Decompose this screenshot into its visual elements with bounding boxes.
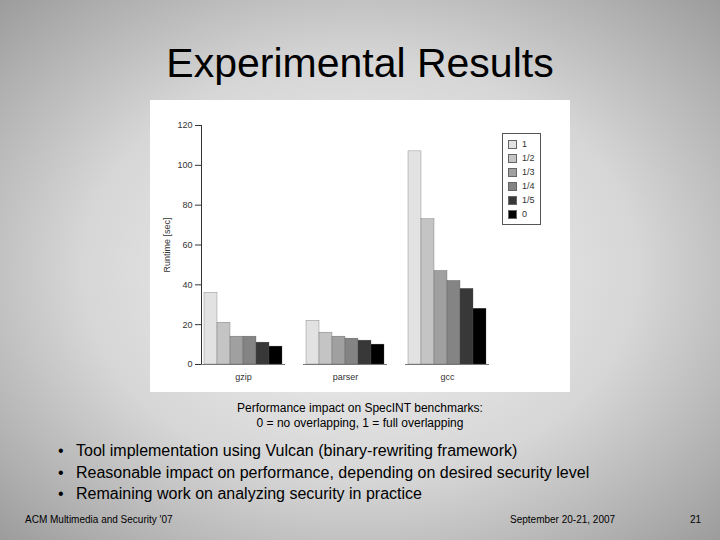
html-text:1/4: 1/4	[522, 181, 535, 191]
svg-text:0: 0	[187, 359, 192, 369]
html-text:0 = no overlapping, 1 = full o: 0 = no overlapping, 1 = full overlapping	[256, 416, 464, 430]
html-text:0: 0	[522, 209, 527, 219]
svg-text:gzip: gzip	[235, 372, 252, 382]
html-text:Experimental Results: Experimental Results	[166, 40, 554, 86]
html-text:Tool implementation using Vulc: Tool implementation using Vulcan (binary…	[76, 442, 518, 459]
html-text:September 20-21, 2007: September 20-21, 2007	[510, 514, 616, 525]
html-text:Reasonable impact on performan: Reasonable impact on performance, depend…	[76, 463, 590, 481]
html-text:1/3: 1/3	[522, 167, 535, 177]
svg-text:60: 60	[182, 240, 192, 250]
html-text:1: 1	[522, 139, 527, 149]
html-text:1/2: 1/2	[522, 153, 535, 163]
svg-text:100: 100	[177, 160, 192, 170]
svg-text:40: 40	[182, 280, 192, 290]
svg-text:80: 80	[182, 200, 192, 210]
html-text:21: 21	[690, 514, 702, 525]
html-text:ACM Multimedia and Security '0: ACM Multimedia and Security '07	[25, 514, 173, 525]
svg-text:120: 120	[177, 120, 192, 130]
html-text:Performance impact on SpecINT: Performance impact on SpecINT benchmarks…	[237, 401, 483, 415]
html-text:Remaining work on analyzing se: Remaining work on analyzing security in …	[76, 485, 422, 502]
svg-text:parser: parser	[333, 372, 359, 382]
svg-text:20: 20	[182, 320, 192, 330]
svg-text:Runtime [sec]: Runtime [sec]	[162, 217, 172, 272]
html-text:1/5: 1/5	[522, 195, 535, 205]
svg-text:gcc: gcc	[440, 372, 455, 382]
